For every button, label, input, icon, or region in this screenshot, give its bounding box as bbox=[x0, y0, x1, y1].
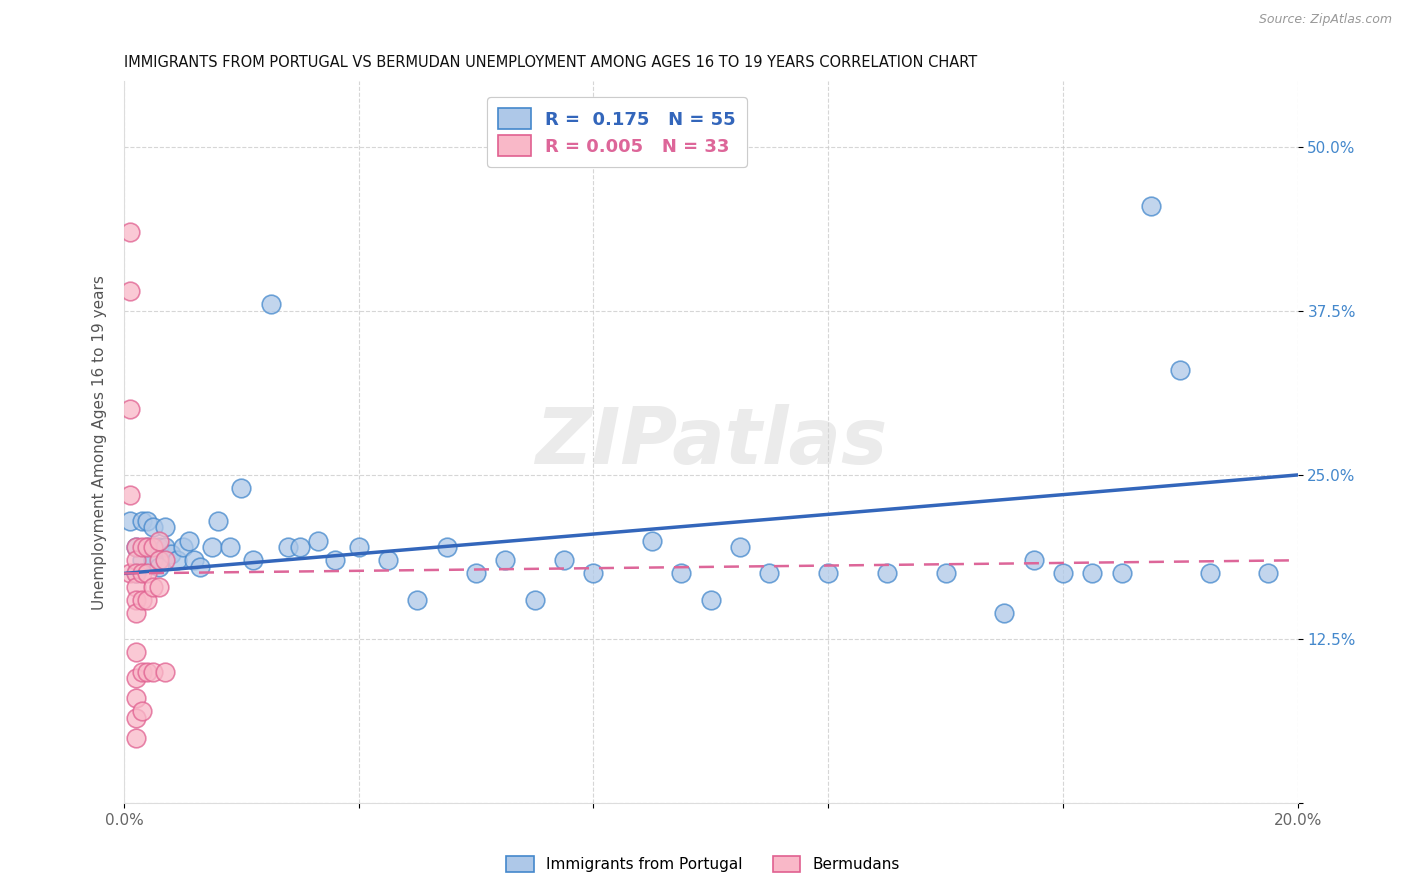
Point bbox=[582, 566, 605, 581]
Point bbox=[277, 540, 299, 554]
Point bbox=[183, 553, 205, 567]
Point bbox=[260, 297, 283, 311]
Point bbox=[125, 691, 148, 706]
Point bbox=[153, 665, 176, 679]
Point bbox=[641, 533, 664, 548]
Point bbox=[728, 540, 751, 554]
Y-axis label: Unemployment Among Ages 16 to 19 years: Unemployment Among Ages 16 to 19 years bbox=[93, 275, 107, 609]
Point bbox=[125, 553, 148, 567]
Point bbox=[148, 540, 170, 554]
Point bbox=[406, 592, 429, 607]
Point bbox=[377, 553, 399, 567]
Legend: Immigrants from Portugal, Bermudans: Immigrants from Portugal, Bermudans bbox=[498, 848, 908, 880]
Point bbox=[671, 566, 693, 581]
Point bbox=[231, 481, 253, 495]
Point bbox=[993, 606, 1015, 620]
Point bbox=[1198, 566, 1220, 581]
Point bbox=[118, 284, 141, 298]
Point bbox=[166, 553, 188, 567]
Point bbox=[1111, 566, 1133, 581]
Point bbox=[136, 592, 159, 607]
Point bbox=[131, 566, 153, 581]
Point bbox=[1257, 566, 1279, 581]
Point bbox=[148, 533, 170, 548]
Point bbox=[153, 540, 176, 554]
Legend: R =  0.175   N = 55, R = 0.005   N = 33: R = 0.175 N = 55, R = 0.005 N = 33 bbox=[488, 97, 747, 167]
Point bbox=[118, 402, 141, 417]
Point bbox=[207, 514, 229, 528]
Point bbox=[118, 488, 141, 502]
Point bbox=[131, 514, 153, 528]
Point bbox=[125, 672, 148, 686]
Text: ZIPatlas: ZIPatlas bbox=[534, 404, 887, 480]
Point bbox=[125, 731, 148, 745]
Point bbox=[242, 553, 264, 567]
Point bbox=[131, 665, 153, 679]
Point bbox=[148, 580, 170, 594]
Point bbox=[136, 540, 159, 554]
Point bbox=[142, 540, 165, 554]
Point bbox=[160, 547, 183, 561]
Point bbox=[935, 566, 957, 581]
Point bbox=[188, 559, 211, 574]
Point bbox=[172, 540, 194, 554]
Text: IMMIGRANTS FROM PORTUGAL VS BERMUDAN UNEMPLOYMENT AMONG AGES 16 TO 19 YEARS CORR: IMMIGRANTS FROM PORTUGAL VS BERMUDAN UNE… bbox=[124, 55, 977, 70]
Point bbox=[125, 645, 148, 659]
Point bbox=[131, 704, 153, 718]
Point bbox=[142, 553, 165, 567]
Point bbox=[1140, 199, 1163, 213]
Point bbox=[136, 566, 159, 581]
Point bbox=[125, 566, 148, 581]
Point bbox=[323, 553, 346, 567]
Point bbox=[125, 592, 148, 607]
Point bbox=[131, 592, 153, 607]
Point bbox=[136, 665, 159, 679]
Point bbox=[148, 553, 170, 567]
Point bbox=[153, 520, 176, 534]
Point bbox=[148, 559, 170, 574]
Point bbox=[142, 665, 165, 679]
Point bbox=[118, 225, 141, 239]
Point bbox=[307, 533, 329, 548]
Point bbox=[523, 592, 546, 607]
Point bbox=[142, 520, 165, 534]
Point bbox=[465, 566, 488, 581]
Point bbox=[125, 566, 148, 581]
Point bbox=[288, 540, 311, 554]
Point bbox=[125, 580, 148, 594]
Point bbox=[136, 540, 159, 554]
Point bbox=[177, 533, 200, 548]
Point bbox=[125, 540, 148, 554]
Point bbox=[153, 553, 176, 567]
Point bbox=[142, 580, 165, 594]
Point bbox=[118, 566, 141, 581]
Point bbox=[118, 514, 141, 528]
Point bbox=[1168, 363, 1191, 377]
Point bbox=[125, 540, 148, 554]
Point bbox=[1022, 553, 1045, 567]
Point bbox=[131, 540, 153, 554]
Point bbox=[125, 711, 148, 725]
Text: Source: ZipAtlas.com: Source: ZipAtlas.com bbox=[1258, 13, 1392, 27]
Point bbox=[125, 606, 148, 620]
Point bbox=[218, 540, 240, 554]
Point bbox=[136, 514, 159, 528]
Point bbox=[494, 553, 516, 567]
Point bbox=[876, 566, 898, 581]
Point bbox=[758, 566, 780, 581]
Point bbox=[201, 540, 224, 554]
Point bbox=[347, 540, 370, 554]
Point bbox=[131, 553, 153, 567]
Point bbox=[553, 553, 575, 567]
Point bbox=[1052, 566, 1074, 581]
Point bbox=[1081, 566, 1104, 581]
Point bbox=[436, 540, 458, 554]
Point bbox=[700, 592, 723, 607]
Point bbox=[817, 566, 839, 581]
